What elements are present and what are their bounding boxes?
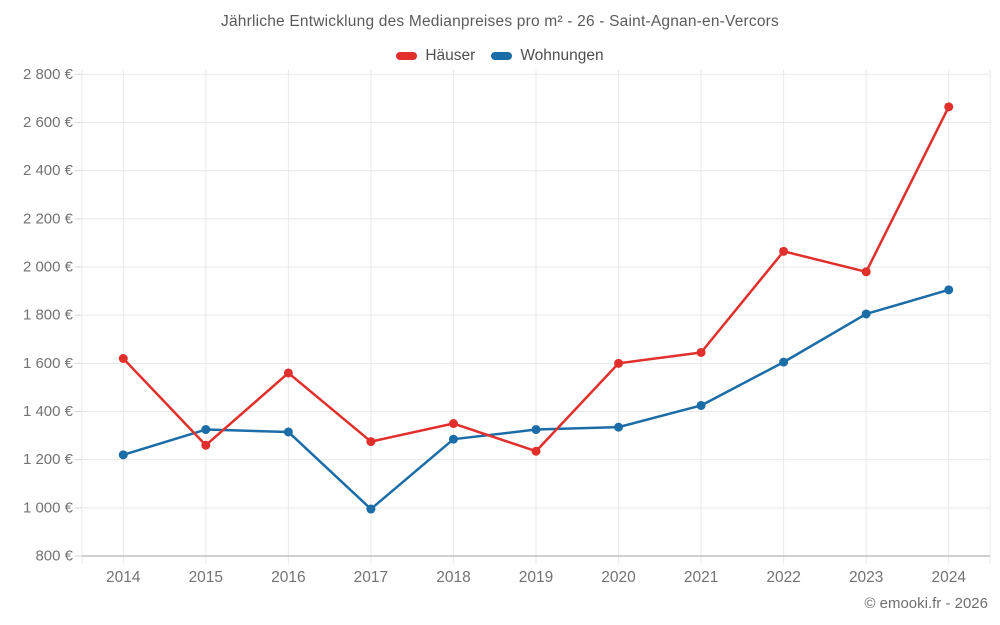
data-point-haeuser bbox=[614, 358, 624, 368]
data-point-haeuser bbox=[448, 419, 458, 429]
chart-legend: Häuser Wohnungen bbox=[0, 47, 1000, 65]
y-axis-label: 2 800 € bbox=[23, 66, 74, 83]
y-axis-label: 1 000 € bbox=[23, 499, 74, 516]
y-axis-label: 800 € bbox=[35, 547, 73, 564]
x-axis-label: 2022 bbox=[766, 569, 800, 586]
x-axis-label: 2015 bbox=[189, 569, 223, 586]
data-point-wohnungen bbox=[779, 357, 789, 367]
x-axis-label: 2017 bbox=[354, 569, 388, 586]
legend-label: Häuser bbox=[425, 47, 476, 64]
data-point-wohnungen bbox=[944, 285, 954, 295]
y-axis-label: 2 200 € bbox=[23, 210, 74, 227]
legend-item-wohnungen[interactable]: Wohnungen bbox=[491, 47, 604, 65]
x-axis-label: 2019 bbox=[519, 569, 553, 586]
x-axis-label: 2018 bbox=[436, 569, 470, 586]
legend-item-haeuser[interactable]: Häuser bbox=[396, 47, 475, 65]
y-axis-label: 1 400 € bbox=[23, 403, 74, 420]
x-axis-label: 2020 bbox=[601, 569, 636, 586]
x-axis-label: 2014 bbox=[106, 569, 141, 586]
data-point-haeuser bbox=[283, 368, 293, 378]
chart-title: Jährliche Entwicklung des Medianpreises … bbox=[221, 13, 779, 30]
x-axis-label: 2024 bbox=[931, 569, 966, 586]
x-axis-label: 2023 bbox=[849, 569, 883, 586]
data-point-haeuser bbox=[118, 354, 128, 364]
copyright-footer: © emooki.fr - 2026 bbox=[864, 595, 988, 612]
y-axis-label: 1 200 € bbox=[23, 451, 74, 468]
data-point-haeuser bbox=[366, 437, 376, 447]
data-point-haeuser bbox=[861, 267, 871, 277]
data-point-haeuser bbox=[779, 246, 789, 256]
data-point-haeuser bbox=[944, 102, 954, 112]
data-point-wohnungen bbox=[118, 450, 128, 460]
data-point-haeuser bbox=[201, 440, 211, 450]
y-axis-label: 2 600 € bbox=[23, 114, 74, 131]
data-point-wohnungen bbox=[448, 434, 458, 444]
y-axis-label: 1 600 € bbox=[23, 355, 74, 372]
x-axis-label: 2016 bbox=[271, 569, 305, 586]
legend-swatch-icon bbox=[491, 52, 513, 60]
data-point-wohnungen bbox=[531, 425, 541, 435]
y-axis-label: 2 400 € bbox=[23, 162, 74, 179]
data-point-wohnungen bbox=[366, 504, 376, 514]
data-point-wohnungen bbox=[861, 309, 871, 319]
data-point-haeuser bbox=[531, 446, 541, 456]
legend-label: Wohnungen bbox=[520, 47, 604, 64]
x-axis-label: 2021 bbox=[684, 569, 718, 586]
data-point-wohnungen bbox=[283, 427, 293, 437]
legend-swatch-icon bbox=[396, 52, 418, 60]
y-axis-label: 2 000 € bbox=[23, 258, 74, 275]
y-axis-label: 1 800 € bbox=[23, 307, 74, 324]
data-point-wohnungen bbox=[696, 400, 706, 410]
data-point-wohnungen bbox=[201, 425, 211, 435]
data-point-haeuser bbox=[696, 347, 706, 357]
data-point-wohnungen bbox=[614, 422, 624, 432]
